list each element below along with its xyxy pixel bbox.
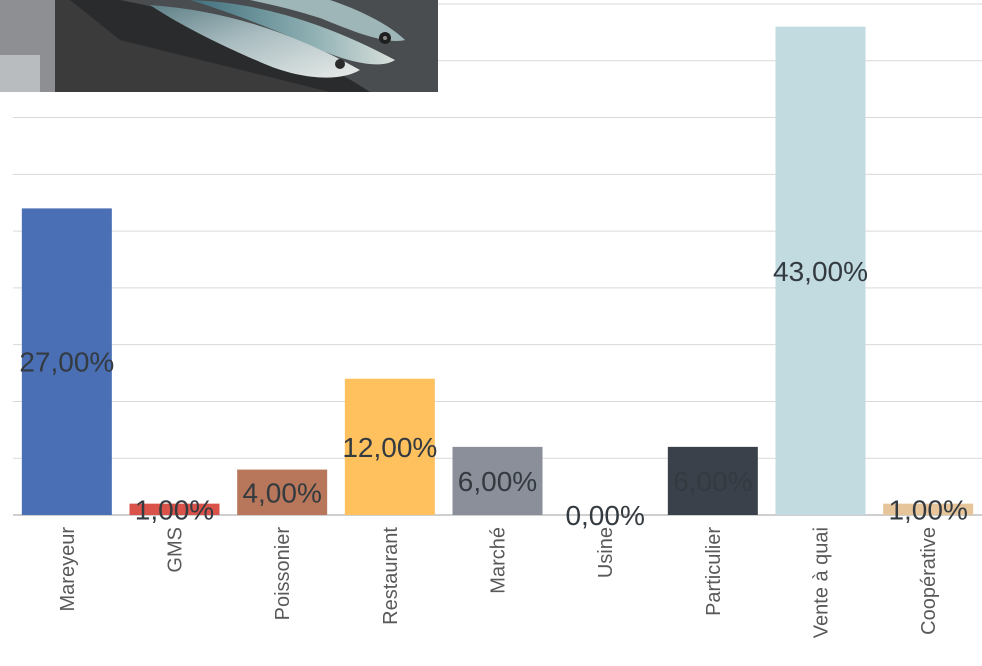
value-labels: 27,00% 1,00% 4,00% 12,00% 6,00% 0,00% 6,00% 43,…	[19, 256, 968, 531]
value-label-5: 0,00%	[565, 500, 644, 531]
value-label-4: 6,00%	[458, 466, 537, 497]
category-label-2: Poissonier	[272, 527, 294, 621]
category-label-1: GMS	[165, 527, 187, 573]
category-label-4: Marché	[488, 527, 510, 594]
bar-0	[21, 208, 112, 515]
value-label-6: 6,00%	[673, 466, 752, 497]
value-label-8: 1,00%	[888, 494, 967, 525]
value-label-0: 27,00%	[19, 347, 114, 378]
category-label-0: Mareyeur	[57, 527, 79, 612]
bar-6	[667, 446, 758, 515]
bar-8	[883, 503, 974, 515]
value-label-7: 43,00%	[773, 256, 868, 287]
value-label-3: 12,00%	[342, 432, 437, 463]
category-label-3: Restaurant	[380, 527, 402, 625]
category-labels: Mareyeur GMS Poissonier Restaurant Marché Usi…	[57, 527, 940, 639]
fish-photo	[0, 0, 438, 92]
gridlines	[13, 3, 982, 516]
bar-2	[237, 469, 328, 515]
bars	[21, 26, 974, 515]
category-label-8: Coopérative	[918, 527, 940, 635]
value-label-2: 4,00%	[242, 477, 321, 508]
bar-3	[344, 378, 435, 515]
bar-4	[452, 446, 543, 515]
fish-photo-image	[0, 0, 438, 92]
value-label-1: 1,00%	[135, 494, 214, 525]
category-label-6: Particulier	[703, 527, 725, 616]
bar-7	[775, 26, 866, 515]
category-label-7: Vente à quai	[811, 527, 833, 638]
category-label-5: Usine	[595, 527, 617, 578]
bar-1	[129, 503, 220, 515]
